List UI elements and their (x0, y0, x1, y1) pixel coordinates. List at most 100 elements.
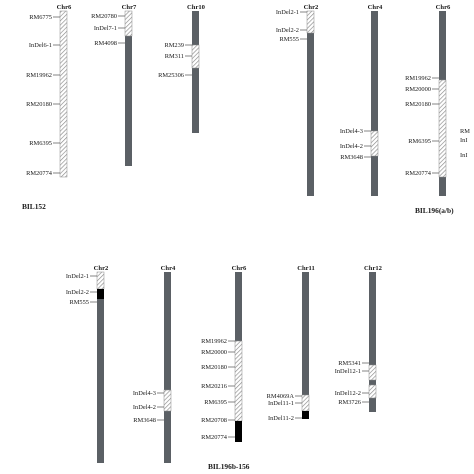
chromosome-chr10: Chr10 RM239 RM311 RM25306 (158, 4, 206, 133)
marker: InDel2-2 (66, 289, 97, 296)
marker: InDel4-3 (340, 128, 371, 135)
heterozygous-segment (163, 389, 172, 412)
marker: InDel4-3 (133, 390, 164, 397)
panel-label: BIL196b-156 (208, 462, 250, 471)
heterozygous-segment (234, 340, 243, 422)
truncated-marker-label: InI (460, 137, 467, 144)
chromosome-bar (371, 11, 378, 196)
marker: RM5341 (338, 360, 369, 367)
marker-label: RM5341 (338, 360, 361, 367)
marker-label: InDel4-2 (133, 404, 156, 411)
marker: RM6395 (29, 140, 60, 147)
heterozygous-segment (438, 79, 447, 178)
marker: InDel11-1 (268, 400, 302, 407)
marker: RM20180 (201, 364, 235, 371)
marker-label: InDel11-1 (268, 400, 294, 407)
marker-label: RM20180 (405, 101, 431, 108)
panel-label: BIL152 (22, 202, 46, 211)
marker-label: RM6775 (29, 14, 52, 21)
chromosome-chr2: Chr2 InDel2-1 InDel2-2 RM555 (276, 4, 319, 196)
chromosome-title: Chr4 (161, 265, 176, 272)
marker-label: InDel12-1 (335, 368, 361, 375)
marker: InDel12-2 (335, 390, 369, 397)
marker: RM239 (164, 42, 192, 49)
heterozygous-segment (368, 384, 377, 399)
marker: RM20708 (201, 417, 235, 424)
chromosome-title: Chr6 (57, 4, 72, 11)
chromosome-bar (125, 11, 132, 166)
chromosome-chr4: Chr4 InDel4-3 InDel4-2 RM3648 (133, 265, 176, 463)
marker-label: InDel4-2 (340, 143, 363, 150)
marker-label: RM19962 (405, 75, 431, 82)
heterozygous-segment (301, 394, 310, 412)
marker: RM555 (69, 299, 97, 306)
heterozygous-segment (370, 130, 379, 157)
marker-label: RM3726 (338, 399, 361, 406)
marker: RM20216 (201, 383, 235, 390)
marker-label: RM20000 (201, 349, 227, 356)
chromosome-bar (307, 11, 314, 196)
marker: InDel7-1 (94, 25, 125, 32)
marker-label: RM19962 (201, 338, 227, 345)
marker: InDel2-1 (66, 273, 97, 280)
truncated-marker-label: RM (460, 128, 470, 135)
marker-label: InDel6-1 (29, 42, 52, 49)
marker-label: RM20180 (26, 101, 52, 108)
marker: InDel6-1 (29, 42, 60, 49)
marker-label: RM6395 (408, 138, 431, 145)
marker: RM19962 (405, 75, 439, 82)
chromosome-title: Chr6 (232, 265, 247, 272)
marker: RM555 (279, 36, 307, 43)
marker-label: InDel2-1 (276, 9, 299, 16)
chromosome-title: Chr11 (297, 265, 315, 272)
heterozygous-segment (191, 44, 200, 69)
marker: RM3648 (340, 154, 371, 161)
marker-label: InDel4-3 (340, 128, 363, 135)
chromosome-title: Chr7 (122, 4, 137, 11)
marker-label: RM555 (69, 299, 89, 306)
chromosome-bar (192, 11, 199, 133)
marker-label: RM239 (164, 42, 184, 49)
heterozygous-segment (368, 364, 377, 381)
marker: InDel4-2 (340, 143, 371, 150)
marker-label: InDel7-1 (94, 25, 117, 32)
marker: RM20774 (201, 434, 235, 441)
marker: RM20780 (91, 13, 125, 20)
marker-label: InDel2-2 (66, 289, 89, 296)
marker-label: RM6395 (204, 399, 227, 406)
marker-label: InDel2-1 (66, 273, 89, 280)
truncated-marker-label: InI (460, 152, 467, 159)
heterozygous-segment (59, 10, 68, 178)
marker: RM4098 (94, 40, 125, 47)
chromosome-chr7: Chr7 RM20780 InDel7-1 RM4098 (91, 4, 137, 166)
marker-label: RM20774 (26, 170, 53, 177)
marker: RM311 (165, 53, 192, 60)
marker-label: RM4098 (94, 40, 117, 47)
panel-bil152: BIL152 Chr6 RM6775 InDel6-1 RM19962 RM20… (22, 4, 206, 211)
marker: RM19962 (26, 72, 60, 79)
heterozygous-segment (124, 10, 133, 37)
marker: RM4069A (267, 393, 302, 400)
chromosome-chr2: Chr2 InDel2-1 InDel2-2 RM555 (66, 265, 109, 463)
heterozygous-segment (96, 271, 105, 290)
chromosome-title: Chr2 (94, 265, 109, 272)
homozygous-segment (302, 411, 309, 419)
panel-label: BIL196(a/b) (415, 206, 454, 215)
chromosome-chr11: Chr11 RM4069A InDel11-1 InDel11-2 (267, 265, 315, 422)
marker: InDel12-1 (335, 368, 369, 375)
chromosome-title: Chr4 (368, 4, 383, 11)
marker-label: RM20216 (201, 383, 227, 390)
chromosome-chr4: Chr4 InDel4-3 InDel4-2 RM3648 (340, 4, 383, 196)
marker-label: RM4069A (267, 393, 295, 400)
marker-label: RM6395 (29, 140, 52, 147)
marker-label: RM311 (165, 53, 184, 60)
marker-label: InDel4-3 (133, 390, 156, 397)
chromosome-bar (164, 272, 171, 463)
marker: RM20180 (26, 101, 60, 108)
chromosome-title: Chr10 (187, 4, 206, 11)
chromosome-chr12: Chr12 RM5341 InDel12-1 InDel12-2 RM3726 (335, 265, 383, 412)
marker-label: RM20000 (405, 86, 431, 93)
chromosome-bar (302, 272, 309, 419)
marker: RM20000 (405, 86, 439, 93)
